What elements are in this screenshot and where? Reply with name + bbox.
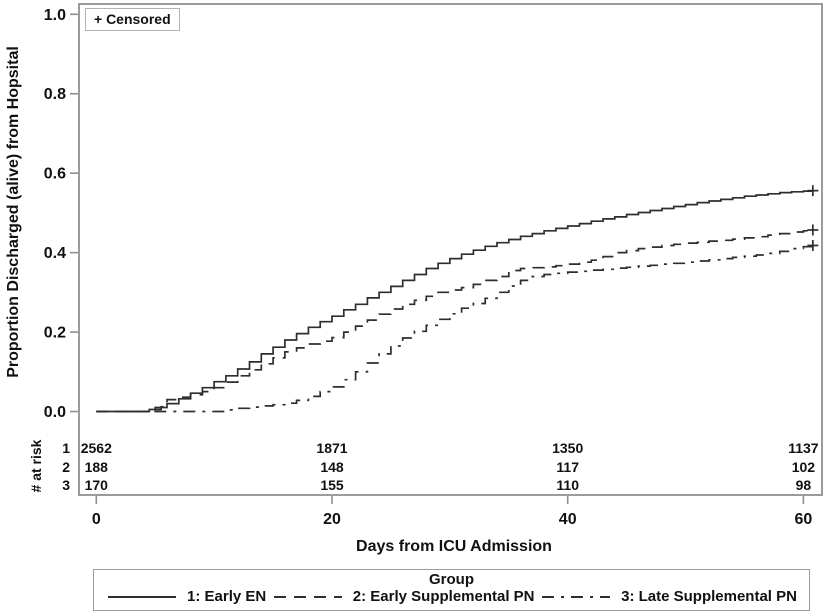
at-risk-row-label: 3	[62, 477, 70, 493]
x-tick-label: 20	[323, 511, 341, 528]
x-tick-label: 0	[92, 511, 101, 528]
legend-entries: 1: Early EN 2: Early Supplemental PN 3: La…	[106, 588, 797, 605]
y-tick-label: 0.0	[44, 404, 66, 421]
legend-entry-label: 1: Early EN	[187, 588, 267, 605]
legend-entry-early-supplemental-pn: 2: Early Supplemental PN	[272, 588, 535, 605]
legend-entry-label: 3: Late Supplemental PN	[621, 588, 797, 605]
y-tick-label: 0.4	[44, 245, 66, 262]
legend-title: Group	[429, 571, 474, 588]
solid-line-sample-icon	[108, 595, 176, 598]
y-tick-label: 0.2	[44, 325, 66, 342]
group-legend-box: Group 1: Early EN 2: Early Supplemental P…	[93, 569, 810, 611]
y-tick-label: 0.8	[44, 86, 66, 103]
x-tick-label: 60	[795, 511, 813, 528]
censored-legend-label: + Censored	[94, 11, 171, 27]
at-risk-row-label: 1	[62, 440, 70, 456]
x-tick-label: 40	[559, 511, 577, 528]
x-axis-title: Days from ICU Admission	[356, 538, 552, 555]
dashdot-line-sample-icon	[542, 595, 611, 598]
dashed-line-sample-icon	[273, 595, 342, 598]
legend-entry-late-supplemental-pn: 3: Late Supplemental PN	[540, 588, 797, 605]
y-tick-label: 1.0	[44, 7, 66, 24]
plot-frame	[78, 3, 823, 496]
at-risk-header: # at risk	[28, 439, 44, 493]
y-axis-title: Proportion Discharged (alive) from Hopsi…	[5, 46, 22, 378]
censored-legend-box: + Censored	[85, 8, 180, 31]
legend-entry-label: 2: Early Supplemental PN	[352, 588, 535, 605]
y-tick-label: 0.6	[44, 166, 66, 183]
at-risk-row-label: 2	[62, 459, 70, 475]
legend-entry-early-en: 1: Early EN	[106, 588, 266, 605]
